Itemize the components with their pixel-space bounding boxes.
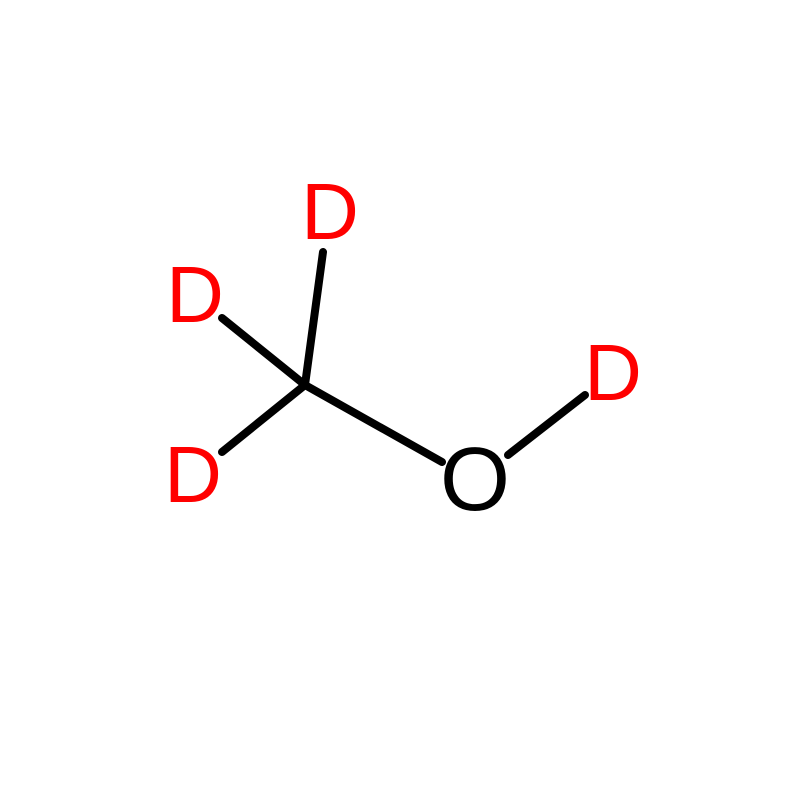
bond-C-D1 (305, 252, 323, 385)
bond-C-D2 (222, 318, 305, 385)
atom-oxygen: O (440, 435, 510, 525)
molecule-diagram: O D D D D (0, 0, 800, 800)
atom-deuterium-2: D (166, 255, 224, 335)
atom-deuterium-1: D (301, 172, 359, 252)
bond-C-O (305, 385, 442, 462)
atom-deuterium-3: D (164, 435, 222, 515)
bond-O-D4 (508, 395, 585, 455)
atom-deuterium-4: D (584, 333, 642, 413)
bond-C-D3 (222, 385, 305, 452)
bond-layer (0, 0, 800, 800)
